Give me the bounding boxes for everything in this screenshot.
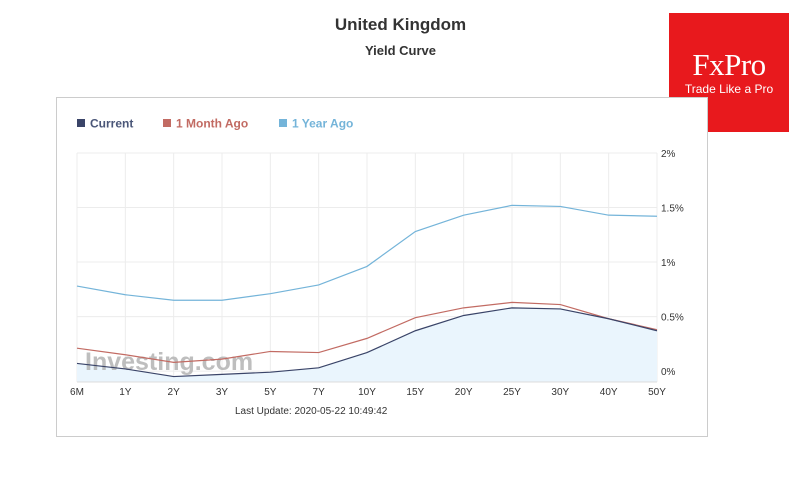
chart-panel: Investing.com 0% 0.5% 1% 1.5% 2% 6M 1Y 2Y 3Y 5Y 7Y… [56, 97, 708, 437]
yield-curve-chart: Investing.com 0%0.5%1%1.5%2%6M 1Y 2Y 3Y 5Y 7Y… [70, 117, 684, 399]
x-tick-label: 50Y [648, 387, 666, 398]
legend-label: 1 Year Ago [292, 117, 353, 131]
current-area [77, 307, 657, 382]
x-tick-label: 10Y [358, 387, 376, 398]
x-tick-label: 7Y [313, 387, 326, 398]
legend-label: Current [90, 117, 133, 131]
x-tick-label: 40Y [600, 387, 618, 398]
legend-item-1-month-ago[interactable]: 1 Month Ago [163, 117, 248, 131]
x-tick-label: 20Y [455, 387, 473, 398]
axes: 0% 0.5% 1% 1.5% 2% 6M 1Y 2Y 3Y 5Y 7Y 10Y 15Y 20Y 25Y 30… [70, 149, 684, 398]
last-update-label: Last Update: 2020-05-22 10:49:42 [235, 406, 388, 417]
legend-swatch [279, 119, 287, 127]
x-tick-label: 15Y [406, 387, 424, 398]
chart-title: United Kingdom [334, 15, 467, 34]
legend-item-1-year-ago[interactable]: 1 Year Ago [279, 117, 353, 131]
logo-wordmark: FxPro [692, 47, 766, 82]
y-tick-label: 1% [661, 258, 676, 269]
current-area-fill [77, 307, 657, 382]
x-tick-label: 5Y [264, 387, 277, 398]
x-tick-label: 30Y [551, 387, 569, 398]
series-line-1-year-ago [76, 204, 658, 301]
series-line-1-month-ago [76, 301, 658, 363]
series-line-current [76, 307, 658, 378]
legend-label: 1 Month Ago [176, 117, 248, 131]
y-tick-label: 1.5% [661, 204, 684, 215]
y-tick-label: 0% [661, 367, 676, 378]
legend[interactable]: Current 1 Month Ago 1 Year Ago [77, 117, 353, 131]
chart-subtitle: Yield Curve [364, 43, 437, 58]
legend-swatch [77, 119, 85, 127]
legend-item-current[interactable]: Current [77, 117, 133, 131]
legend-swatch [163, 119, 171, 127]
x-tick-label: 3Y [216, 387, 229, 398]
x-tick-label: 1Y [119, 387, 132, 398]
x-tick-label: 6M [70, 387, 84, 398]
y-tick-label: 0.5% [661, 313, 684, 324]
series-lines [76, 204, 658, 378]
y-tick-label: 2% [661, 149, 676, 160]
logo-tagline: Trade Like a Pro [684, 82, 774, 96]
x-tick-label: 25Y [503, 387, 521, 398]
x-tick-label: 2Y [168, 387, 181, 398]
